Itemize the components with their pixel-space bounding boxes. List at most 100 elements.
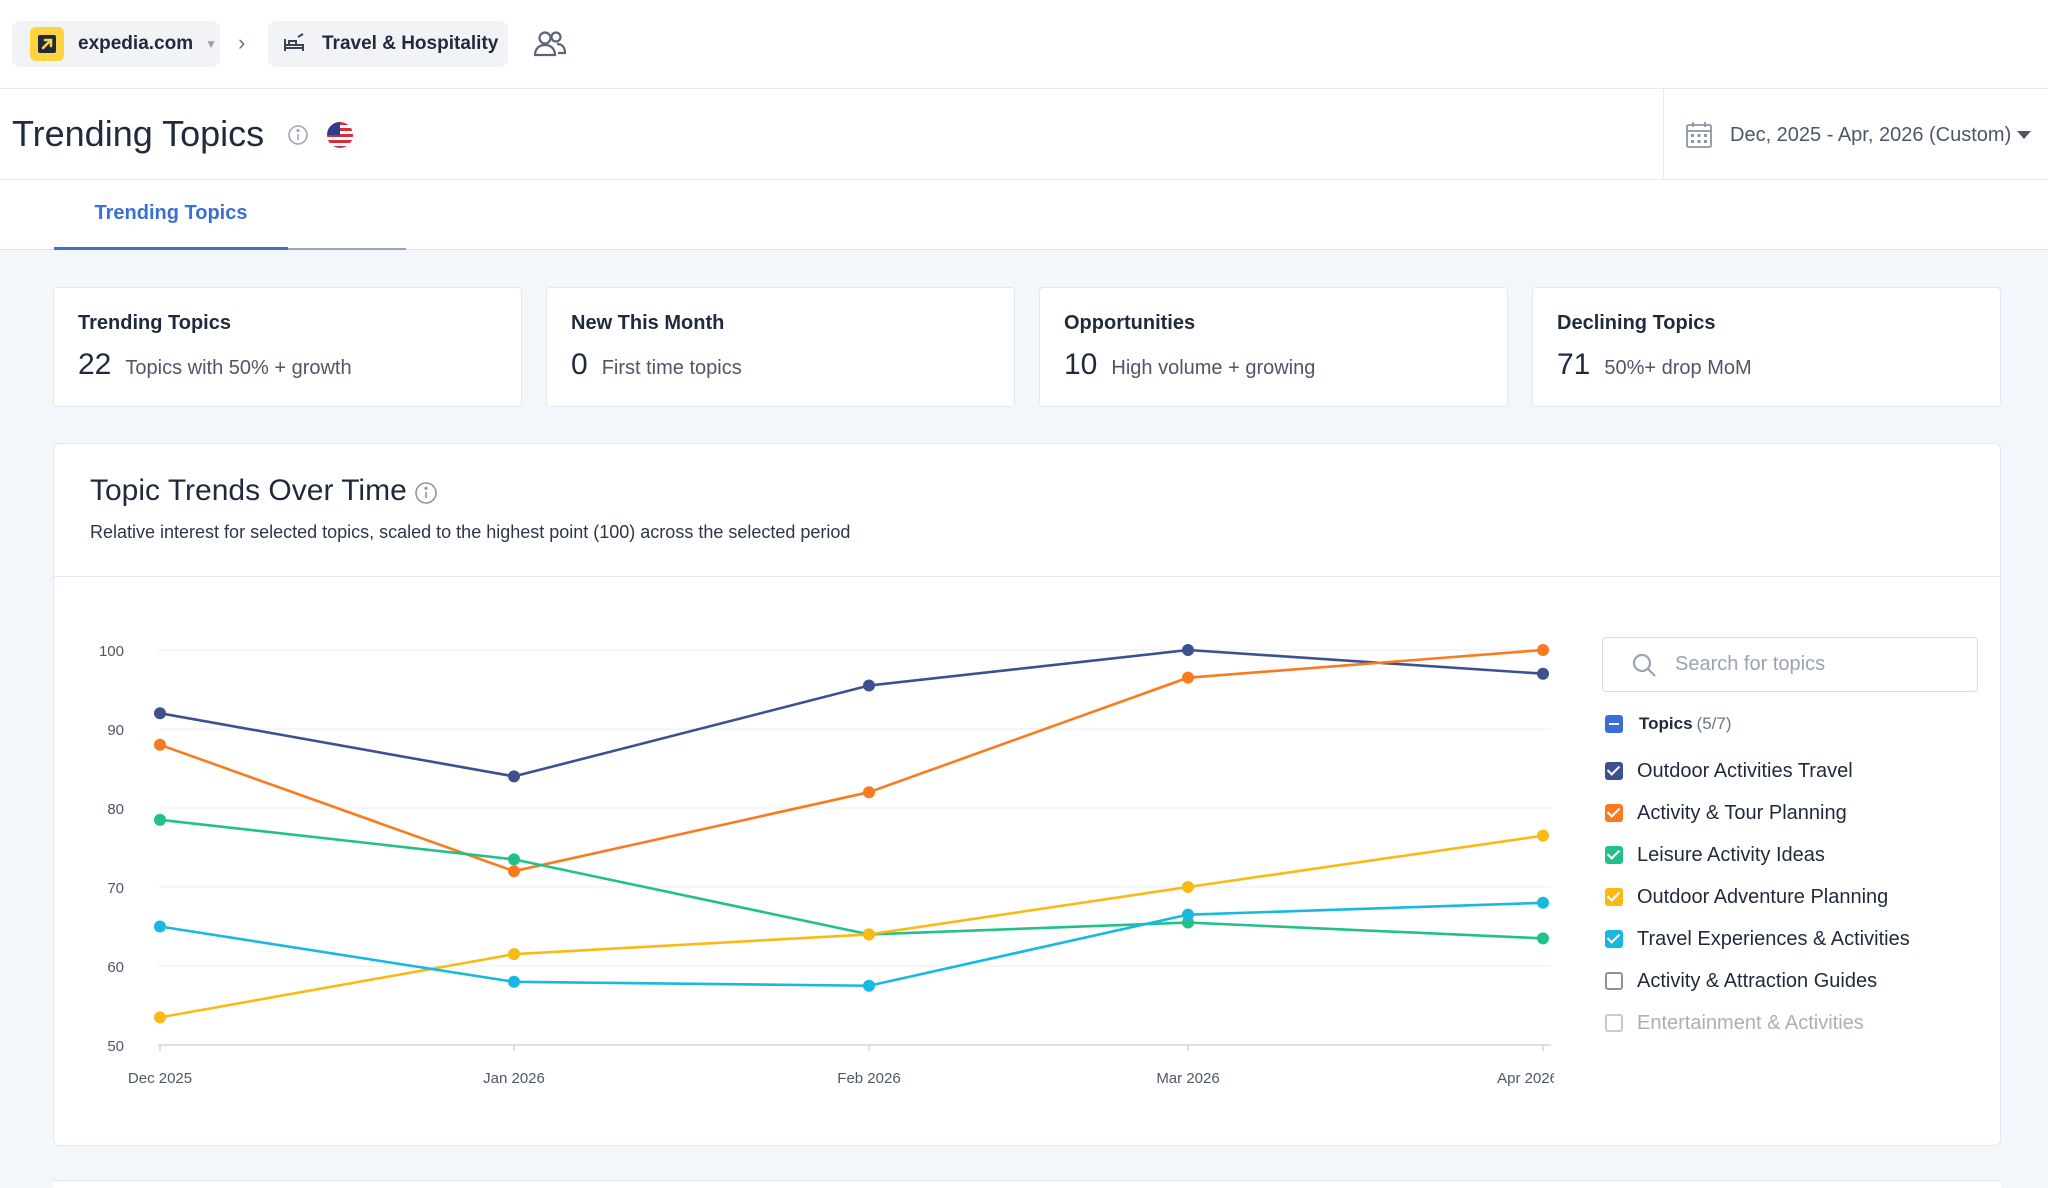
checkbox-checked-icon[interactable] [1605,888,1623,906]
hotel-bed-icon [280,30,308,58]
series-line [159,901,1544,988]
topic-legend-item[interactable]: Leisure Activity Ideas [1605,834,1910,876]
x-tick-label: Apr 2026 [1497,1070,1554,1087]
expedia-logo-icon [30,27,64,61]
topic-trends-line-chart: 50 60 70 80 90 100 Dec 2025 Jan 2026 Feb 2026 Mar… [99,643,1554,1087]
stat-title: New This Month [571,312,725,334]
topic-legend-label: Outdoor Adventure Planning [1637,885,1889,908]
topic-legend-label: Activity & Attraction Guides [1637,969,1878,992]
page-title: Trending Topics [12,113,265,154]
header-divider [1663,89,1664,180]
top-bar: expedia.com ▼ › Travel & Hospitality [0,0,2048,89]
tab-trending-topics[interactable]: Trending Topics [54,180,288,250]
topic-legend-label: Activity & Tour Planning [1637,801,1847,824]
caret-down-icon [2017,131,2032,139]
x-tick-label: Mar 2026 [1156,1070,1219,1087]
topic-legend-item[interactable]: Outdoor Activities Travel [1605,750,1910,792]
data-point [1537,896,1549,909]
series-line [159,648,1544,778]
data-point [154,813,166,826]
panel-header: Topic Trends Over Time Relative interest… [54,444,2000,577]
stat-card-opportunities[interactable]: Opportunities 10 High volume + growing [1039,287,1508,407]
domain-label: expedia.com [78,33,194,54]
data-point [1537,829,1549,842]
data-point [508,975,520,988]
data-point [1537,932,1549,945]
info-icon[interactable] [287,124,309,146]
series-line [159,834,1544,1019]
calendar-icon [1686,122,1712,148]
stat-card-trending[interactable]: Trending Topics 22 Topics with 50% + gro… [53,287,522,407]
x-tick-label: Feb 2026 [837,1070,900,1087]
panel-subtitle: Relative interest for selected topics, s… [90,522,851,542]
stat-value: 71 [1557,348,1591,381]
data-point [1537,644,1549,656]
stat-card-new[interactable]: New This Month 0 First time topics [546,287,1015,407]
checkbox-checked-icon[interactable] [1605,846,1623,864]
stat-value: 10 [1064,348,1098,381]
y-tick-label: 80 [107,801,124,818]
domain-selector[interactable]: expedia.com ▼ [12,21,220,67]
topic-legend-item[interactable]: Entertainment & Activities [1605,1002,1910,1044]
y-tick-label: 50 [107,1038,124,1055]
checkbox-checked-icon[interactable] [1605,930,1623,948]
topics-select-all[interactable]: Topics (5/7) [1605,714,1732,734]
y-tick-label: 70 [107,880,124,897]
data-point [1182,671,1194,684]
stat-description: 50%+ drop MoM [1604,357,1752,379]
breadcrumb-separator: › [238,30,246,55]
next-panel-edge [53,1180,2001,1188]
us-flag-icon [327,122,353,148]
data-point [863,928,875,941]
date-range-picker[interactable]: Dec, 2025 - Apr, 2026 (Custom) [1684,115,2032,155]
data-point [863,679,875,692]
stat-description: Topics with 50% + growth [125,357,352,379]
stat-description: High volume + growing [1111,357,1316,379]
data-point [154,738,166,751]
y-tick-label: 100 [99,643,124,660]
date-range-label: Dec, 2025 - Apr, 2026 (Custom) [1730,123,2012,146]
industry-label: Travel & Hospitality [322,33,499,54]
checkbox-checked-icon[interactable] [1605,804,1623,822]
series-line [159,818,1544,940]
page-header: Trending Topics [0,89,2048,180]
y-tick-label: 90 [107,722,124,739]
data-point [154,920,166,933]
indeterminate-checkbox-icon[interactable] [1605,715,1623,733]
stat-card-declining[interactable]: Declining Topics 71 50%+ drop MoM [1532,287,2001,407]
topic-search-box[interactable] [1602,637,1978,692]
industry-selector[interactable]: Travel & Hospitality [268,21,508,67]
data-point [1182,881,1194,893]
data-point [508,865,520,878]
tab-divider [288,248,406,250]
stat-value: 0 [571,348,588,381]
topic-legend-label: Entertainment & Activities [1637,1011,1864,1034]
data-point [154,707,166,720]
panel-title: Topic Trends Over Time [90,474,407,507]
checkbox-unchecked-icon[interactable] [1605,972,1623,990]
topic-legend-label: Leisure Activity Ideas [1637,843,1825,866]
stat-title: Opportunities [1064,312,1196,334]
info-icon[interactable] [414,481,438,505]
data-point [863,979,875,992]
topic-trends-panel: Topic Trends Over Time Relative interest… [53,443,2001,1146]
series-line [159,648,1544,873]
data-point [1182,644,1194,656]
topic-legend-label: Outdoor Activities Travel [1637,759,1853,782]
topic-legend-item[interactable]: Activity & Attraction Guides [1605,960,1910,1002]
x-tick-label: Jan 2026 [483,1070,545,1087]
stat-value: 22 [78,348,112,381]
topic-legend-item[interactable]: Travel Experiences & Activities [1605,918,1910,960]
checkbox-checked-icon[interactable] [1605,762,1623,780]
data-point [508,948,520,961]
data-point [1182,908,1194,921]
data-point [1537,667,1549,680]
topic-legend-item[interactable]: Outdoor Adventure Planning [1605,876,1910,918]
y-tick-label: 60 [107,959,124,976]
checkbox-unchecked-icon[interactable] [1605,1014,1623,1032]
data-point [154,1011,166,1024]
users-icon[interactable] [532,28,568,60]
topic-legend-item[interactable]: Activity & Tour Planning [1605,792,1910,834]
topic-search-input[interactable] [1675,653,1955,676]
stat-description: First time topics [601,357,742,379]
